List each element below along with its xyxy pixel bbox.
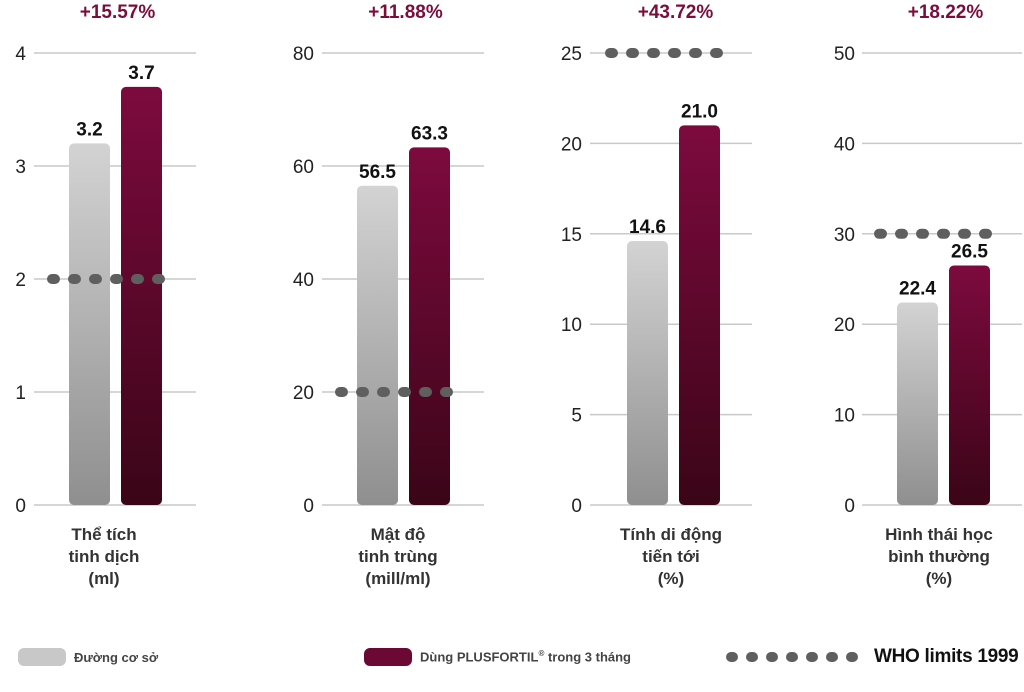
y-tick-label: 20 [561, 134, 582, 155]
y-tick-label: 20 [293, 383, 314, 404]
x-axis-label-line: tinh dịch [69, 547, 140, 566]
bar-baseline [357, 185, 398, 505]
y-tick-label: 50 [834, 44, 855, 65]
legend-who-label: WHO limits 1999 [874, 646, 1019, 667]
y-tick-label: 25 [561, 44, 582, 65]
y-tick-label: 5 [571, 406, 582, 427]
legend-treatment-label: Dùng PLUSFORTIL [420, 649, 539, 665]
y-tick-label: 80 [293, 44, 314, 65]
legend-baseline-swatch [18, 648, 66, 666]
y-tick-label: 0 [15, 496, 26, 517]
bar-value-label-baseline: 56.5 [359, 162, 396, 183]
bar-value-label-treatment: 21.0 [681, 101, 718, 122]
x-axis-label-line: (mill/ml) [365, 569, 430, 588]
legend-who-dots [726, 652, 858, 662]
y-tick-label: 0 [303, 496, 314, 517]
x-axis-label-line: Thể tích [71, 525, 136, 544]
legend-treatment-swatch [364, 648, 412, 666]
change-percent-label: +43.72% [638, 2, 714, 23]
chart-panel-2: +11.88% 0 20 40 60 80 56.5 63.3 Mật độ tinh trùng… [293, 2, 484, 588]
bar-baseline [897, 302, 938, 505]
y-tick-label: 10 [834, 406, 855, 427]
legend-treatment-text: Dùng PLUSFORTIL® trong 3 tháng [420, 649, 631, 664]
bar-treatment [121, 86, 162, 506]
y-tick-label: 20 [834, 315, 855, 336]
bar-value-label-baseline: 14.6 [629, 217, 666, 238]
y-tick-label: 40 [293, 270, 314, 291]
y-tick-label: 2 [15, 270, 26, 291]
bar-treatment [679, 125, 720, 505]
bar-value-label-baseline: 22.4 [899, 279, 936, 300]
y-tick-label: 1 [15, 383, 26, 404]
y-tick-label: 4 [15, 44, 26, 65]
y-tick-label: 0 [571, 496, 582, 517]
y-tick-label: 30 [834, 225, 855, 246]
bar-baseline [627, 241, 668, 506]
y-tick-label: 0 [844, 496, 855, 517]
bar-treatment [409, 147, 450, 506]
bar-value-label-treatment: 63.3 [411, 123, 448, 144]
x-axis-label-line: tiến tới [642, 547, 699, 566]
x-axis-label-line: (%) [926, 569, 952, 588]
y-tick-label: 40 [834, 134, 855, 155]
bar-baseline [69, 143, 110, 505]
legend-treatment-label-tail: trong 3 tháng [544, 649, 632, 665]
legend-who: WHO limits 1999 [726, 646, 1019, 668]
y-tick-label: 10 [561, 315, 582, 336]
chart-panel-4: +18.22% 0 10 20 30 40 50 22.4 26.5 Hình thái học b… [834, 2, 1022, 588]
change-percent-label: +11.88% [368, 2, 443, 23]
legend-treatment: Dùng PLUSFORTIL® trong 3 tháng [364, 646, 631, 668]
y-tick-label: 60 [293, 157, 314, 178]
change-percent-label: +18.22% [908, 2, 984, 23]
x-axis-label-line: (ml) [88, 569, 119, 588]
bar-value-label-treatment: 3.7 [128, 63, 154, 84]
x-axis-label-line: bình thường [888, 547, 990, 566]
chart-panel-1: +15.57% 0 1 2 3 4 3.2 3.7 Thể tích tinh dịch (ml) [15, 2, 196, 588]
change-percent-label: +15.57% [80, 2, 156, 23]
y-tick-label: 3 [15, 157, 26, 178]
legend-baseline: Đường cơ sở [18, 646, 158, 668]
bar-treatment [949, 265, 990, 505]
x-axis-label-line: tinh trùng [358, 547, 437, 566]
bar-value-label-treatment: 26.5 [951, 241, 988, 262]
legend-baseline-label: Đường cơ sở [74, 649, 159, 665]
x-axis-label-line: Hình thái học [885, 525, 993, 544]
bar-value-label-baseline: 3.2 [76, 119, 102, 140]
x-axis-label-line: Mật độ [371, 525, 426, 544]
chart-panel-3: +43.72% 0 5 10 15 20 25 14.6 21.0 Tính di động tiế… [561, 2, 752, 588]
x-axis-label-line: (%) [658, 569, 684, 588]
x-axis-label-line: Tính di động [620, 525, 722, 544]
y-tick-label: 15 [561, 225, 582, 246]
legend-treatment-registered-mark: ® [538, 649, 545, 659]
